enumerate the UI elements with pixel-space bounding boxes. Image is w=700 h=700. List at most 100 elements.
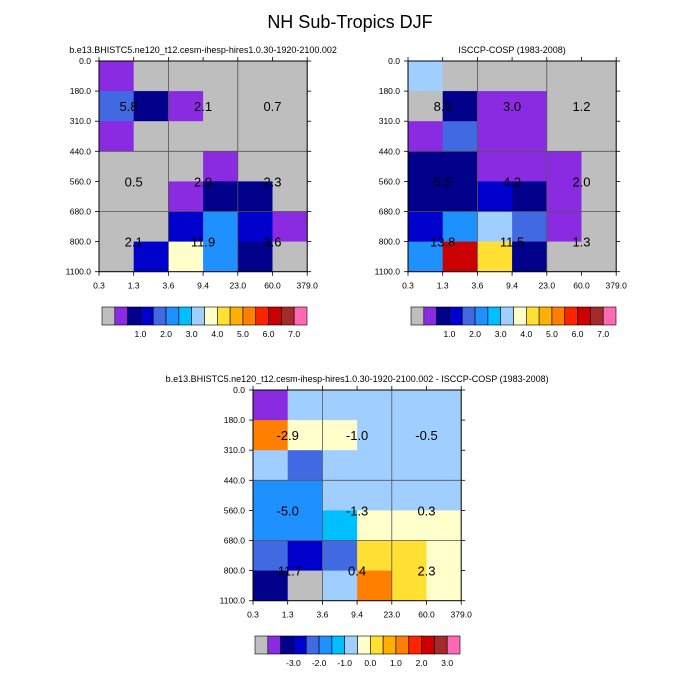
- colorbar-swatch: [255, 306, 269, 326]
- heatmap-cell: [287, 480, 323, 511]
- x-tick-label: 1.3: [437, 281, 449, 291]
- colorbar-swatch: [280, 635, 294, 655]
- colorbar-swatch: [242, 306, 257, 326]
- box-label: -11.7: [273, 564, 302, 579]
- x-tick-label: 1.3: [128, 281, 140, 291]
- heatmap-cell: [546, 151, 582, 182]
- y-tick-label: 310.0: [379, 116, 401, 126]
- heatmap-cell: [442, 151, 478, 182]
- heatmap-cell: [253, 480, 289, 511]
- x-tick-label: 9.4: [506, 281, 518, 291]
- colorbar-swatch: [446, 635, 461, 655]
- heatmap-cell: [203, 61, 239, 92]
- box-label: 11.9: [191, 235, 215, 250]
- y-tick-label: 440.0: [70, 146, 92, 156]
- colorbar-tick-label: 2.0: [160, 329, 172, 339]
- heatmap-cell: [237, 151, 273, 182]
- heatmap-cell: [287, 420, 323, 451]
- y-tick-label: 560.0: [224, 505, 246, 515]
- colorbar-swatch: [577, 306, 591, 326]
- heatmap-cell: [391, 390, 427, 421]
- colorbar-swatch: [526, 306, 540, 326]
- colorbar-swatch: [101, 306, 116, 326]
- x-tick-label: 379.0: [606, 281, 628, 291]
- colorbar-swatch: [229, 306, 244, 326]
- heatmap-cell: [442, 181, 478, 212]
- heatmap-cell: [408, 121, 444, 152]
- box-label: 2.3: [417, 564, 435, 579]
- box-label: 13.8: [430, 235, 455, 250]
- box-label: 2.1: [194, 99, 212, 114]
- heatmap-cell: [512, 241, 548, 273]
- y-tick-label: 0.0: [388, 56, 400, 66]
- heatmap-cell: [357, 420, 393, 451]
- box-label: 2.3: [263, 174, 281, 189]
- heatmap-cell: [546, 181, 582, 212]
- heatmap-cell: [442, 91, 478, 122]
- heatmap-cell: [442, 241, 478, 273]
- box-label: 3.6: [263, 235, 281, 250]
- x-tick-label: 23.0: [384, 610, 401, 620]
- heatmap-cell: [426, 480, 462, 511]
- colorbar-swatch: [408, 635, 422, 655]
- heatmap-cell: [253, 510, 289, 541]
- x-tick-label: 9.4: [197, 281, 209, 291]
- y-tick-label: 180.0: [379, 86, 401, 96]
- heatmap-cell: [272, 211, 308, 242]
- heatmap-cell: [322, 570, 358, 602]
- heatmap-cell: [408, 61, 444, 92]
- x-tick-label: 23.0: [539, 281, 556, 291]
- heatmap-cell: [99, 121, 135, 152]
- x-tick-label: 3.6: [316, 610, 328, 620]
- heatmap-cell: [237, 241, 273, 273]
- heatmap-cell: [287, 540, 323, 571]
- heatmap-cell: [272, 241, 308, 273]
- colorbar-swatch: [293, 306, 308, 326]
- colorbar-swatch: [293, 635, 307, 655]
- heatmap-cell: [168, 181, 204, 212]
- x-tick-label: 1.3: [282, 610, 294, 620]
- heatmap-cell: [426, 570, 462, 602]
- colorbar-swatch: [318, 635, 333, 655]
- heatmap-cell: [253, 450, 289, 481]
- heatmap-cell: [391, 510, 427, 541]
- colorbar-tick-label: 3.0: [186, 329, 198, 339]
- heatmap-cell: [408, 241, 444, 273]
- heatmap-cell: [253, 420, 289, 451]
- box-label: 0.7: [263, 99, 281, 114]
- box-label: -2.9: [276, 428, 298, 443]
- heatmap-cell: [391, 570, 427, 602]
- colorbar-tick-label: 1.0: [135, 329, 147, 339]
- heatmap-cell: [99, 91, 135, 122]
- colorbar-swatch: [551, 306, 566, 326]
- y-tick-label: 800.0: [224, 566, 246, 576]
- heatmap-cell: [322, 390, 358, 421]
- heatmap-cell: [168, 211, 204, 242]
- y-tick-label: 0.0: [233, 385, 245, 395]
- colorbar-tick-label: 5.0: [237, 329, 249, 339]
- colorbar-tick-label: 4.0: [520, 329, 532, 339]
- heatmap-cell: [133, 241, 169, 273]
- heatmap-cell: [408, 211, 444, 242]
- heatmap-cell: [512, 151, 548, 182]
- heatmap-cell: [237, 121, 273, 152]
- heatmap-cell: [168, 121, 204, 152]
- heatmap-cell: [272, 61, 308, 92]
- colorbar-tick-label: 5.0: [546, 329, 558, 339]
- heatmap-cell: [546, 121, 582, 152]
- x-tick-label: 3.6: [471, 281, 483, 291]
- figure-title: NH Sub-Tropics DJF: [267, 12, 432, 32]
- y-tick-label: 1100.0: [66, 267, 92, 277]
- heatmap-cell: [168, 61, 204, 92]
- box-label: 2.9: [194, 174, 212, 189]
- heatmap-cell: [477, 91, 513, 122]
- x-tick-label: 379.0: [451, 610, 473, 620]
- heatmap-cell: [546, 241, 582, 273]
- heatmap-cell: [357, 450, 393, 481]
- x-tick-label: 0.3: [247, 610, 259, 620]
- heatmap-panel-3: b.e13.BHISTC5.ne120_t12.cesm-ihesp-hires…: [166, 374, 549, 620]
- heatmap-cell: [253, 390, 289, 421]
- colorbar-swatch: [423, 306, 437, 326]
- colorbar-swatch: [331, 635, 345, 655]
